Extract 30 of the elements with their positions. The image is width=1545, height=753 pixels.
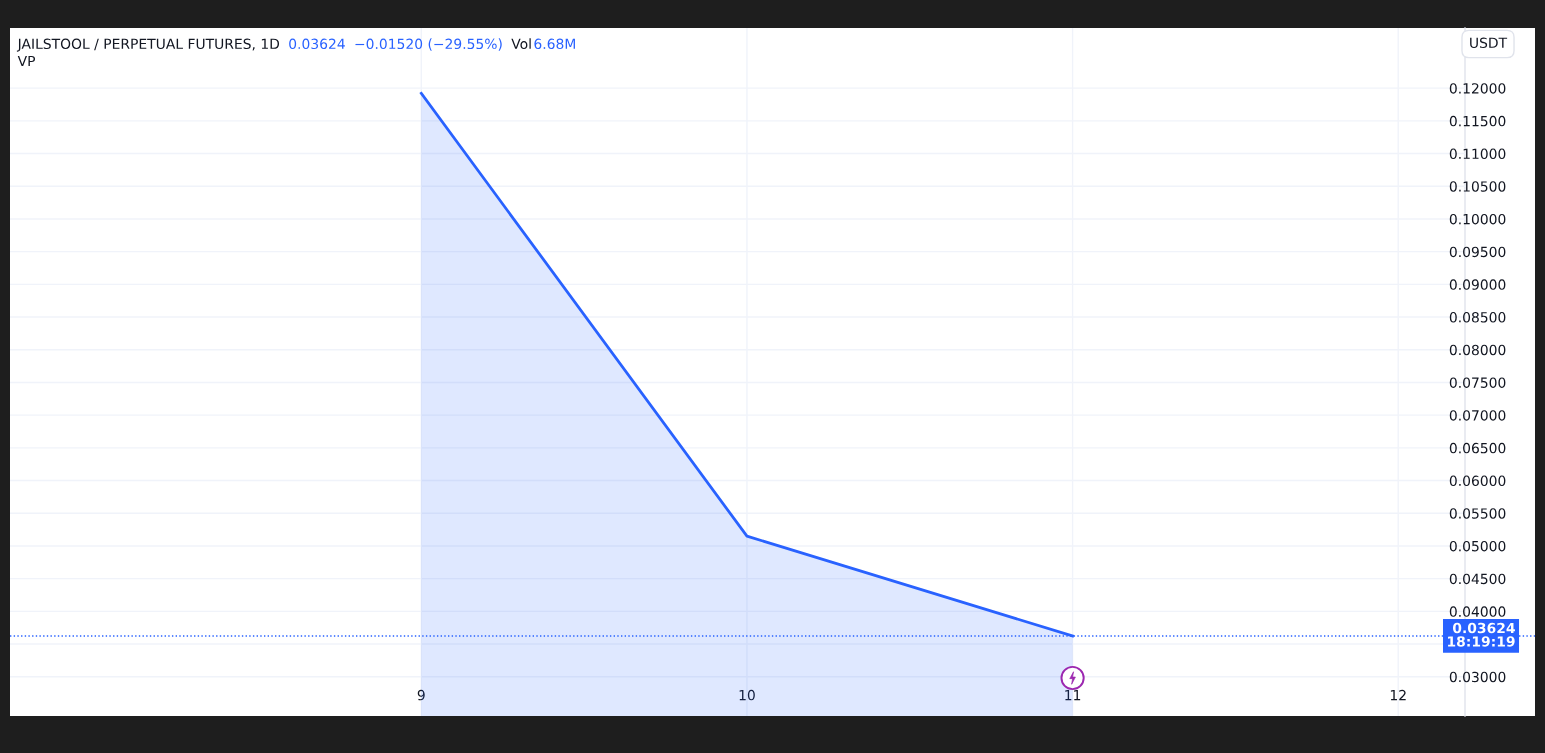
annotation: 0.03624 <box>289 38 345 50</box>
ref-line-label: 0.03624 18:19:19 <box>1448 622 1515 647</box>
y-tick-label: 0.08000 <box>1449 344 1506 356</box>
annotation: Vol <box>511 38 531 50</box>
y-tick-label: 0.04500 <box>1449 573 1506 585</box>
y-tick-label: 0.09500 <box>1449 246 1506 258</box>
y-tick-label: 0.08500 <box>1449 312 1506 323</box>
annotation: −0.01520 (−29.55%) <box>355 38 502 51</box>
y-tick-label: 0.05500 <box>1449 508 1506 519</box>
y-tick-label: 0.06500 <box>1449 442 1506 454</box>
annotation: 6.68M <box>534 38 575 50</box>
y-tick-label: 0.11500 <box>1449 115 1506 127</box>
y-tick-label: 0.06000 <box>1449 475 1506 487</box>
y-tick-label: 0.07500 <box>1449 377 1506 388</box>
y-tick-label: 0.11000 <box>1449 148 1506 160</box>
x-tick-label: 9 <box>417 689 425 701</box>
x-tick-label: 10 <box>739 689 755 701</box>
annotation: VP <box>17 55 36 67</box>
y-tick-label: 0.09000 <box>1449 279 1506 290</box>
text: JAILSTOOL / PERPETUAL FUTURES, 1D <box>16 38 280 52</box>
y-tick-label: 0.10500 <box>1449 181 1506 192</box>
y-tick-label: 0.07000 <box>1449 410 1506 421</box>
y-tick-label: 0.03000 <box>1449 671 1506 683</box>
y-tick-label: 0.10000 <box>1449 213 1506 225</box>
y-axis-title: USDT <box>1470 37 1508 49</box>
x-tick-label: 12 <box>1390 689 1406 701</box>
y-tick-label: 0.04000 <box>1449 606 1506 617</box>
y-tick-label: 0.12000 <box>1449 83 1506 94</box>
x-tick-label: 11 <box>1065 690 1081 701</box>
y-tick-label: 0.05000 <box>1449 540 1506 552</box>
